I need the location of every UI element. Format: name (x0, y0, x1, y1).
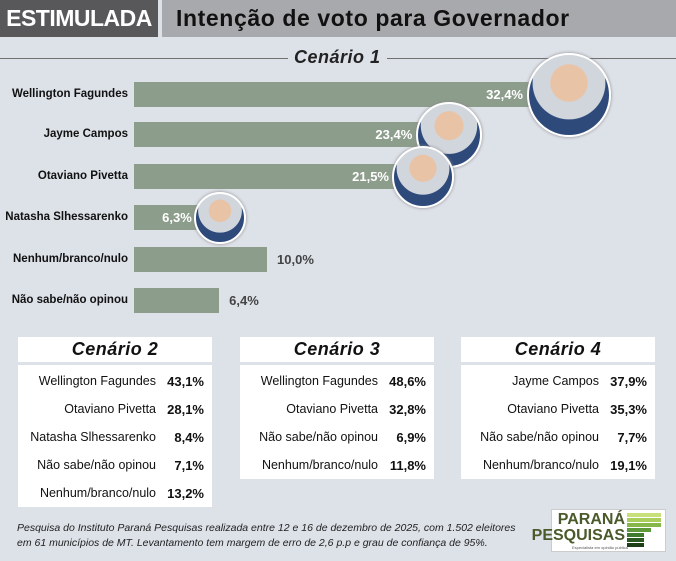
bar-row: Jayme Campos 23,4% (0, 101, 676, 168)
result-value: 37,9% (610, 373, 647, 389)
result-name: Não sabe/não opinou (259, 430, 378, 444)
methodology-line-1: Pesquisa do Instituto Paraná Pesquisas r… (17, 522, 516, 534)
result-name: Nenhum/branco/nulo (39, 486, 156, 500)
bar-label: Natasha Slhessarenko (5, 211, 128, 223)
bar-value-label: 23,4% (375, 127, 413, 142)
result-name: Otaviano Pivetta (286, 402, 378, 416)
survey-type-tag: ESTIMULADA (0, 0, 158, 37)
bar-row: Wellington Fagundes 32,4% (0, 52, 676, 137)
bar-label: Jayme Campos (43, 128, 128, 140)
candidate-photo (392, 145, 455, 208)
bar-row: Não sabe/não opinou 6,4% (0, 288, 676, 313)
bar-label: Wellington Fagundes (11, 88, 128, 100)
result-row: Wellington Fagundes 43,1% (18, 367, 212, 395)
result-row: Não sabe/não opinou 6,9% (240, 423, 434, 451)
result-name: Não sabe/não opinou (37, 458, 156, 472)
result-value: 13,2% (167, 485, 204, 501)
bar (134, 164, 420, 189)
bar-row: Natasha Slhessarenko 6,3% (0, 191, 676, 244)
bar-label: Não sabe/não opinou (11, 294, 128, 306)
bar-label: Nenhum/branco/nulo (13, 253, 128, 265)
result-value: 43,1% (167, 373, 204, 389)
result-name: Não sabe/não opinou (480, 430, 599, 444)
result-name: Wellington Fagundes (260, 374, 378, 388)
scenario-results: Wellington Fagundes 43,1% Otaviano Pivetta… (18, 365, 212, 507)
scenario-1-title: Cenário 1 (288, 47, 387, 68)
bar-value-label: 10,0% (277, 252, 314, 267)
scenario-results: Wellington Fagundes 48,6% Otaviano Pivetta… (240, 365, 434, 479)
result-value: 35,3% (610, 401, 647, 417)
logo-stripes-icon (627, 513, 661, 548)
bar-value-label: 6,4% (229, 293, 259, 308)
result-value: 6,9% (396, 429, 426, 445)
scenario-title: Cenário 3 (240, 337, 434, 362)
result-row: Natasha Slhessarenko 8,4% (18, 423, 212, 451)
methodology-note: Pesquisa do Instituto Paraná Pesquisas r… (17, 521, 537, 551)
bar-row: Nenhum/branco/nulo 10,0% (0, 247, 676, 272)
candidate-photo (194, 191, 247, 244)
result-row: Jayme Campos 37,9% (461, 367, 655, 395)
result-row: Nenhum/branco/nulo 13,2% (18, 479, 212, 507)
result-value: 8,4% (174, 429, 204, 445)
result-row: Nenhum/branco/nulo 11,8% (240, 451, 434, 479)
bar (134, 288, 220, 313)
logo-line-2: PESQUISAS (531, 527, 625, 544)
result-name: Otaviano Pivetta (64, 402, 156, 416)
logo-tagline: Especialista em opinião pública (572, 545, 628, 550)
result-row: Otaviano Pivetta 28,1% (18, 395, 212, 423)
scenario-title: Cenário 2 (18, 337, 212, 362)
bar (134, 82, 565, 107)
result-value: 28,1% (167, 401, 204, 417)
result-row: Wellington Fagundes 48,6% (240, 367, 434, 395)
bar-label: Otaviano Pivetta (37, 170, 128, 182)
result-value: 32,8% (389, 401, 426, 417)
bar-value-label: 21,5% (352, 169, 389, 184)
result-name: Wellington Fagundes (38, 374, 156, 388)
result-row: Otaviano Pivetta 35,3% (461, 395, 655, 423)
result-name: Natasha Slhessarenko (30, 430, 156, 444)
bar-row: Otaviano Pivetta 21,5% (0, 145, 676, 208)
result-name: Otaviano Pivetta (507, 402, 599, 416)
result-name: Nenhum/branco/nulo (482, 458, 599, 472)
result-value: 19,1% (610, 457, 647, 473)
result-name: Jayme Campos (512, 374, 599, 388)
result-row: Não sabe/não opinou 7,7% (461, 423, 655, 451)
methodology-line-2: em 61 municípios de MT. Levantamento tem… (17, 537, 488, 549)
result-value: 48,6% (389, 373, 426, 389)
candidate-photo (527, 52, 612, 137)
page-title: Intenção de voto para Governador (162, 0, 676, 37)
result-row: Nenhum/branco/nulo 19,1% (461, 451, 655, 479)
scenario-results: Jayme Campos 37,9% Otaviano Pivetta 35,3% Nã… (461, 365, 655, 479)
bar (134, 247, 268, 272)
result-value: 7,7% (617, 429, 647, 445)
result-row: Não sabe/não opinou 7,1% (18, 451, 212, 479)
parana-pesquisas-logo: PARANÁ PESQUISAS Especialista em opinião … (532, 509, 666, 552)
result-value: 11,8% (389, 457, 426, 473)
result-value: 7,1% (174, 457, 204, 473)
logo-line-1: PARANÁ (557, 511, 625, 528)
result-name: Nenhum/branco/nulo (261, 458, 378, 472)
bar-value-label: 32,4% (486, 87, 523, 102)
bar (134, 122, 446, 147)
result-row: Otaviano Pivetta 32,8% (240, 395, 434, 423)
scenario-title: Cenário 4 (461, 337, 655, 362)
bar-value-label: 6,3% (162, 210, 192, 225)
